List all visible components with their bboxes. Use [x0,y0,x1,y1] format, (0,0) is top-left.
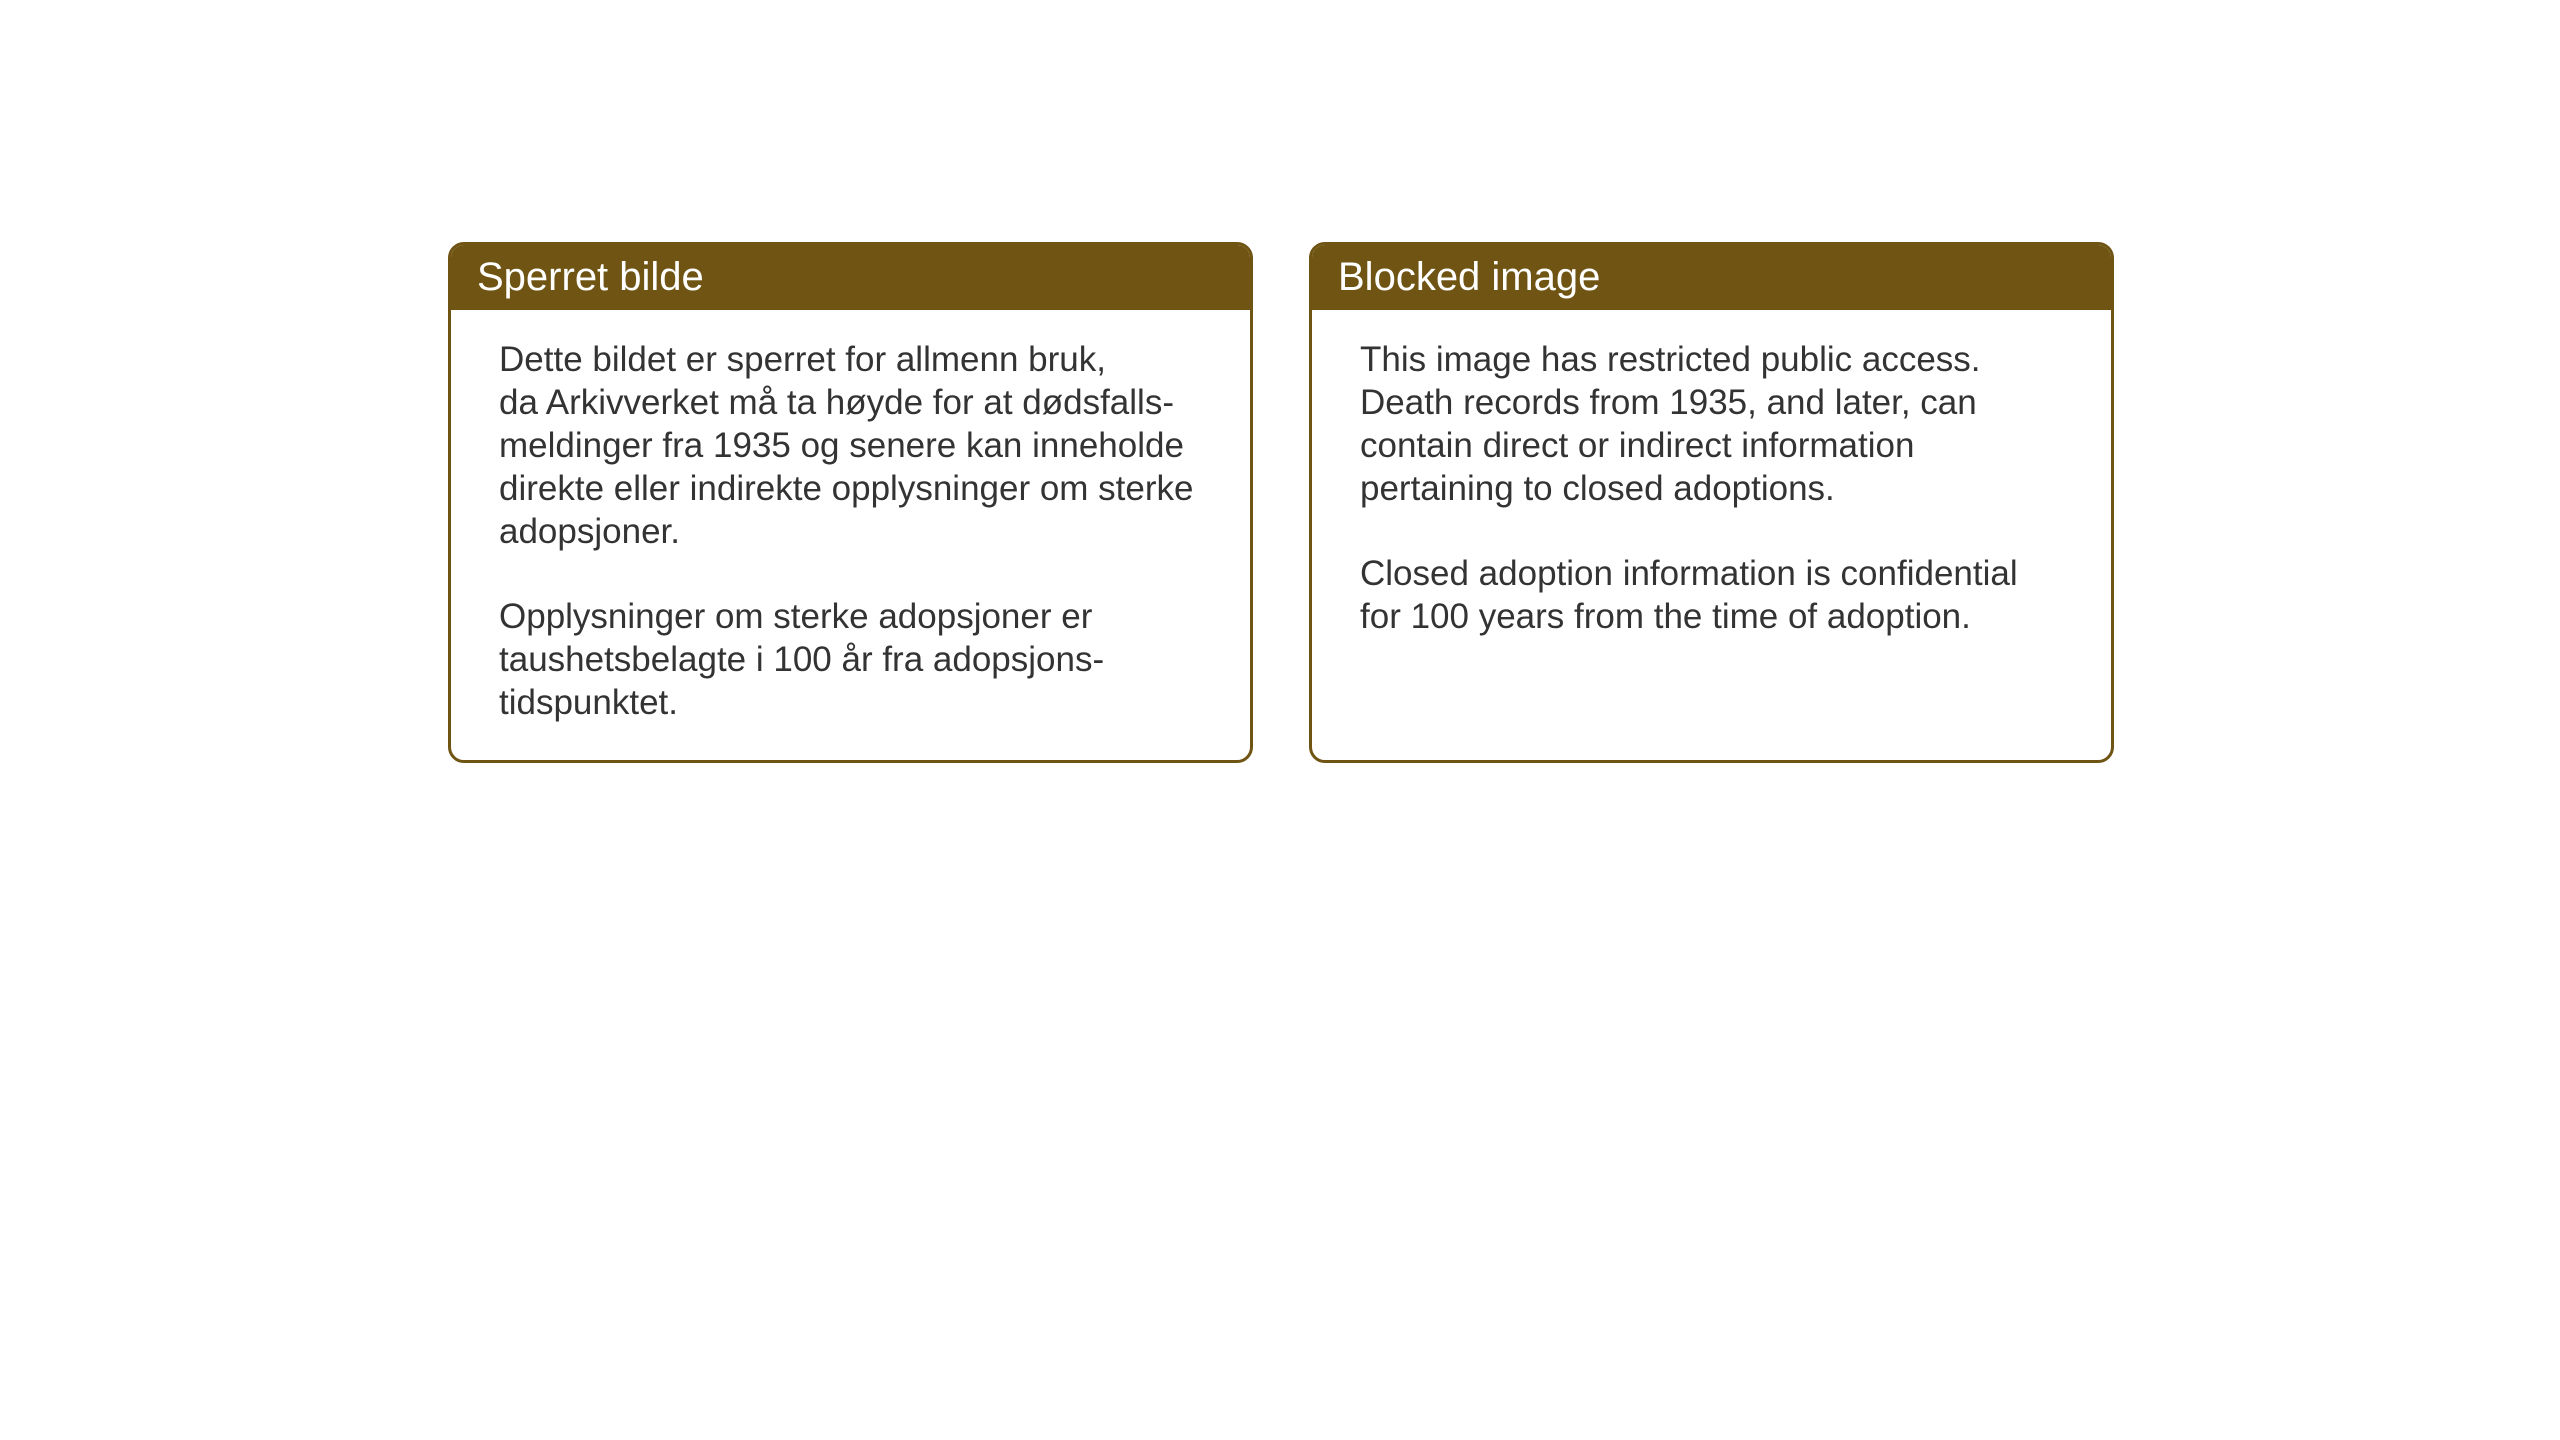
paragraph: Opplysninger om sterke adopsjoner er tau… [499,595,1202,724]
text-line: pertaining to closed adoptions. [1360,467,2063,510]
cards-container: Sperret bilde Dette bildet er sperret fo… [448,242,2114,763]
text-line: meldinger fra 1935 og senere kan innehol… [499,424,1202,467]
card-title: Sperret bilde [477,255,704,299]
paragraph: This image has restricted public access.… [1360,338,2063,510]
text-line: adopsjoner. [499,510,1202,553]
paragraph: Closed adoption information is confident… [1360,552,2063,638]
text-line: taushetsbelagte i 100 år fra adopsjons- [499,638,1202,681]
text-line: for 100 years from the time of adoption. [1360,595,2063,638]
card-norwegian: Sperret bilde Dette bildet er sperret fo… [448,242,1253,763]
card-title: Blocked image [1338,255,1600,299]
text-line: direkte eller indirekte opplysninger om … [499,467,1202,510]
paragraph: Dette bildet er sperret for allmenn bruk… [499,338,1202,553]
text-line: This image has restricted public access. [1360,338,2063,381]
card-english: Blocked image This image has restricted … [1309,242,2114,763]
card-header-english: Blocked image [1312,245,2111,310]
card-body-norwegian: Dette bildet er sperret for allmenn bruk… [451,310,1250,760]
text-line: Opplysninger om sterke adopsjoner er [499,595,1202,638]
text-line: Closed adoption information is confident… [1360,552,2063,595]
text-line: tidspunktet. [499,681,1202,724]
card-body-english: This image has restricted public access.… [1312,310,2111,750]
text-line: Dette bildet er sperret for allmenn bruk… [499,338,1202,381]
text-line: da Arkivverket må ta høyde for at dødsfa… [499,381,1202,424]
card-header-norwegian: Sperret bilde [451,245,1250,310]
text-line: contain direct or indirect information [1360,424,2063,467]
text-line: Death records from 1935, and later, can [1360,381,2063,424]
